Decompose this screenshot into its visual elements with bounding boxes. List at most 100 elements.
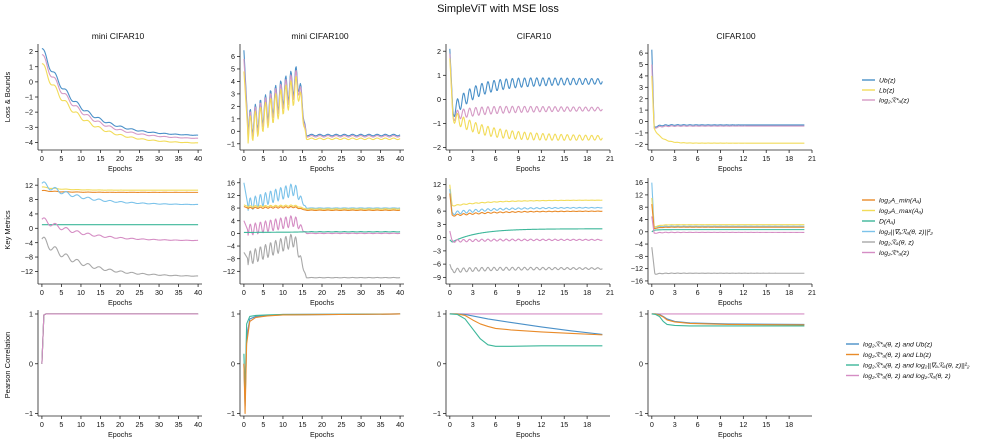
series-line-teal bbox=[449, 228, 603, 243]
y-tick-label: −12 bbox=[223, 267, 235, 276]
x-axis-label: Epochs bbox=[310, 430, 334, 439]
y-tick-label: 16 bbox=[635, 178, 643, 187]
x-tick-label: 0 bbox=[650, 154, 654, 163]
y-tick-label: 1 bbox=[639, 310, 643, 319]
legend-label: D(Aₐ) bbox=[879, 218, 895, 225]
series-line-blue bbox=[651, 313, 805, 325]
x-tick-label: 9 bbox=[718, 288, 722, 297]
series-line-gray bbox=[243, 233, 401, 279]
chart-panel-r2-c2: −1 0 1 0 3 6 9 12 15 18 Epochs bbox=[433, 310, 610, 439]
x-tick-label: 25 bbox=[338, 288, 346, 297]
x-tick-label: 25 bbox=[338, 154, 346, 163]
y-tick-label: 0 bbox=[29, 359, 33, 368]
legend-label: log₂ℛ*ₐ(θ, z) and Lb(z) bbox=[863, 351, 931, 359]
y-tick-label: −1 bbox=[227, 139, 235, 148]
x-tick-label: 25 bbox=[136, 420, 144, 429]
y-tick-label: 0 bbox=[29, 77, 33, 86]
legend-label: Ub(z) bbox=[879, 77, 896, 84]
x-tick-label: 0 bbox=[40, 420, 44, 429]
y-tick-label: −6 bbox=[433, 260, 441, 269]
x-tick-label: 30 bbox=[155, 154, 163, 163]
x-tick-label: 3 bbox=[673, 420, 677, 429]
chart-panel-r1-c3: −16 −12 −8 −4 0 4 8 12 16 0 3 6 9 12 15 18 21 Epochs bbox=[631, 178, 816, 307]
x-tick-label: 18 bbox=[785, 420, 793, 429]
series-line-teal bbox=[651, 229, 805, 233]
legend-label: log₂ℛ*ₐ(z) bbox=[879, 96, 909, 104]
y-tick-label: −3 bbox=[433, 246, 441, 255]
y-tick-label: 2 bbox=[639, 94, 643, 103]
x-tick-label: 5 bbox=[59, 154, 63, 163]
y-tick-label: 3 bbox=[639, 83, 643, 92]
x-tick-label: 0 bbox=[40, 154, 44, 163]
series-line-yellow bbox=[243, 204, 401, 210]
column-title-mini-cifar100: mini CIFAR100 bbox=[291, 31, 348, 41]
x-tick-label: 15 bbox=[560, 154, 568, 163]
x-axis-label: Epochs bbox=[108, 298, 132, 307]
x-tick-label: 25 bbox=[136, 154, 144, 163]
y-tick-label: 0 bbox=[437, 233, 441, 242]
chart-panel-r1-c0: −12 −8 −4 0 4 8 12 0 5 10 15 20 25 30 35 40 Epochs bbox=[21, 178, 202, 307]
y-tick-label: 1 bbox=[231, 310, 235, 319]
series-line-blue bbox=[243, 313, 401, 407]
y-tick-label: 8 bbox=[29, 195, 33, 204]
x-tick-label: 15 bbox=[96, 420, 104, 429]
x-axis-label: Epochs bbox=[516, 430, 540, 439]
x-tick-label: 40 bbox=[396, 154, 404, 163]
y-tick-label: 4 bbox=[231, 216, 235, 225]
y-tick-label: −1 bbox=[227, 409, 235, 418]
y-tick-label: −12 bbox=[631, 264, 643, 273]
x-tick-label: 10 bbox=[77, 154, 85, 163]
legend-label: log₂ℛ*ₐ(z) bbox=[879, 249, 909, 257]
x-tick-label: 10 bbox=[77, 420, 85, 429]
x-tick-label: 40 bbox=[194, 288, 202, 297]
series-line-orange bbox=[243, 313, 401, 415]
series-line-yellow bbox=[651, 197, 805, 228]
x-tick-label: 30 bbox=[155, 288, 163, 297]
x-axis-label: Epochs bbox=[516, 164, 540, 173]
series-line-yellow bbox=[449, 184, 603, 207]
y-tick-label: −9 bbox=[433, 273, 441, 282]
legend-label: log₂ℛ*ₐ(θ, z) and log₂||∇ₐℛₐ(θ, z)||²₂ bbox=[863, 361, 970, 369]
x-tick-label: 20 bbox=[318, 154, 326, 163]
x-tick-label: 35 bbox=[377, 420, 385, 429]
series-line-mauve bbox=[243, 215, 401, 236]
y-tick-label: 0 bbox=[29, 224, 33, 233]
x-tick-label: 15 bbox=[298, 154, 306, 163]
x-tick-label: 6 bbox=[696, 420, 700, 429]
x-tick-label: 25 bbox=[136, 288, 144, 297]
x-tick-label: 15 bbox=[560, 420, 568, 429]
series-line-orange bbox=[651, 313, 805, 326]
y-tick-label: 12 bbox=[635, 190, 643, 199]
series-line-teal bbox=[243, 313, 401, 395]
series-line-mauve bbox=[651, 216, 805, 234]
x-axis-label: Epochs bbox=[718, 164, 742, 173]
legend-row-1: log₂A_min(Aₐ) log₂A_max(Aₐ) D(Aₐ) log₂||∇ₐℛ… bbox=[862, 197, 933, 257]
y-tick-label: −2 bbox=[25, 108, 33, 117]
column-title-cifar100: CIFAR100 bbox=[716, 31, 755, 41]
y-tick-label: −8 bbox=[635, 252, 643, 261]
x-tick-label: 35 bbox=[175, 420, 183, 429]
x-tick-label: 18 bbox=[785, 154, 793, 163]
legend-label: Lb(z) bbox=[879, 87, 895, 94]
x-tick-label: 0 bbox=[242, 154, 246, 163]
y-tick-label: −1 bbox=[25, 93, 33, 102]
y-tick-label: 1 bbox=[437, 71, 441, 80]
x-tick-label: 0 bbox=[448, 420, 452, 429]
y-tick-label: −8 bbox=[25, 253, 33, 262]
x-tick-label: 21 bbox=[808, 288, 816, 297]
series-line-gray bbox=[449, 263, 603, 274]
chart-panel-r1-c2: −9 −6 −3 0 3 6 9 12 0 3 6 9 12 15 18 21 Epochs bbox=[433, 178, 614, 307]
series-line-lightblue bbox=[449, 188, 603, 216]
x-tick-label: 0 bbox=[242, 288, 246, 297]
legend-label: log₂A_min(Aₐ) bbox=[879, 197, 921, 204]
series-line-lightblue bbox=[243, 182, 401, 211]
x-tick-label: 18 bbox=[583, 288, 591, 297]
x-tick-label: 21 bbox=[808, 154, 816, 163]
series-line-blue bbox=[651, 49, 805, 128]
chart-panel-r1-c1: −12 −8 −4 0 4 8 12 16 0 5 10 15 20 25 30 35 40 Epochs bbox=[223, 178, 404, 307]
y-tick-label: 0 bbox=[437, 359, 441, 368]
x-tick-label: 30 bbox=[155, 420, 163, 429]
